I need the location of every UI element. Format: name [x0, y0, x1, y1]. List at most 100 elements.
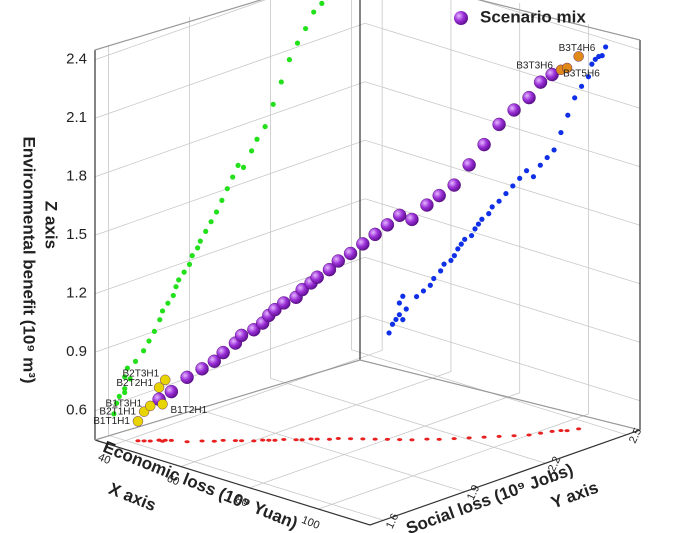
yz-projection — [124, 365, 130, 371]
xz-projection — [589, 61, 595, 67]
yz-projection — [311, 9, 317, 15]
point — [432, 188, 446, 203]
point — [132, 416, 144, 427]
y-tick-label: 2.5 — [627, 426, 644, 445]
yz-projection — [189, 253, 195, 259]
xz-projection — [565, 112, 571, 118]
z-tick-label: 2.4 — [66, 51, 87, 68]
point — [160, 374, 171, 386]
xz-projection — [441, 261, 447, 267]
yz-projection — [286, 57, 292, 63]
grid-line — [318, 24, 589, 510]
xz-projection — [427, 282, 433, 288]
xz-projection — [462, 236, 468, 242]
xy-projection — [260, 438, 266, 442]
xz-projection — [400, 293, 406, 299]
xz-projection — [448, 257, 454, 264]
yz-projection — [114, 400, 120, 406]
yz-projection — [213, 209, 220, 215]
yz-projection — [254, 136, 260, 142]
grid-line — [94, 139, 641, 236]
x-tick-label: 100 — [300, 514, 322, 532]
xz-projection — [479, 216, 485, 222]
xy-projection — [232, 439, 239, 443]
grid-line — [180, 0, 452, 467]
yz-projection — [159, 308, 166, 314]
yz-projection — [235, 162, 241, 168]
yz-projection — [294, 40, 301, 46]
yz-projection — [197, 238, 203, 244]
yz-projection — [146, 338, 152, 344]
grid-line — [112, 0, 383, 446]
y-tick-label: 2.2 — [546, 455, 563, 474]
xy-projection — [199, 439, 205, 443]
point — [392, 208, 407, 223]
point — [405, 212, 419, 227]
xz-projection — [420, 288, 427, 294]
point — [164, 384, 179, 399]
xz-projection — [585, 74, 592, 80]
xy-projection — [466, 436, 472, 440]
yz-projection — [127, 376, 133, 382]
xy-projection — [424, 437, 430, 441]
xz-projection — [396, 312, 402, 318]
xy-projection — [481, 435, 487, 439]
xz-projection — [603, 44, 609, 50]
xy-projection — [135, 439, 141, 443]
xy-projection — [397, 438, 403, 442]
xz-projection — [517, 175, 523, 181]
yz-projection — [249, 148, 255, 154]
yz-projection — [262, 124, 268, 130]
xz-projection — [537, 162, 543, 168]
xz-projection — [386, 330, 392, 336]
z-axis-label: Environmental benefit (10⁹ m³) — [20, 136, 39, 383]
yz-projection — [157, 317, 163, 323]
z-tick-label: 2.1 — [66, 109, 87, 126]
z-axis-title: Z axis — [42, 201, 61, 249]
legend-label: Scenario mix — [480, 7, 586, 26]
xy-projection — [251, 439, 257, 443]
xy-projection — [168, 438, 174, 442]
yz-projection — [303, 25, 309, 32]
y-tick-label: 1.6 — [384, 512, 401, 531]
xz-projection — [393, 316, 399, 323]
xy-projection — [564, 429, 570, 433]
xz-projection — [523, 168, 530, 174]
grid-line — [94, 198, 641, 295]
yz-projection — [122, 389, 128, 396]
yz-projection — [170, 292, 176, 299]
xz-projection — [544, 154, 550, 161]
grid — [94, 0, 641, 521]
xy-projection — [549, 429, 555, 433]
yz-projection — [122, 374, 128, 380]
yz-projection — [173, 284, 179, 290]
point — [234, 328, 249, 343]
xz-projection — [455, 246, 461, 252]
point — [157, 398, 168, 410]
x-tick-label: 60 — [165, 473, 181, 489]
yz-projection — [278, 79, 284, 85]
point — [420, 198, 434, 212]
grid-line — [94, 81, 641, 178]
xy-projection — [576, 427, 582, 431]
xz-projection — [458, 241, 464, 247]
xy-projection — [156, 438, 162, 442]
yz-projection — [319, 0, 325, 6]
point — [477, 137, 491, 152]
yz-projection — [224, 186, 230, 192]
xy-projection — [141, 439, 147, 443]
xy-projection — [326, 437, 333, 441]
point — [277, 296, 291, 310]
x-axis-title: X axis — [106, 479, 159, 515]
xy-projection — [372, 437, 378, 441]
x-tick-label: 80 — [234, 494, 250, 510]
xy-projection — [511, 434, 517, 438]
yz-projection — [270, 101, 276, 107]
z-tick-label: 0.9 — [66, 343, 87, 360]
xz-projection — [468, 232, 475, 239]
xy-projection — [537, 431, 544, 435]
point — [573, 51, 584, 62]
xy-projection — [220, 438, 226, 442]
xz-projection — [486, 211, 492, 217]
xz-projection — [578, 83, 585, 89]
